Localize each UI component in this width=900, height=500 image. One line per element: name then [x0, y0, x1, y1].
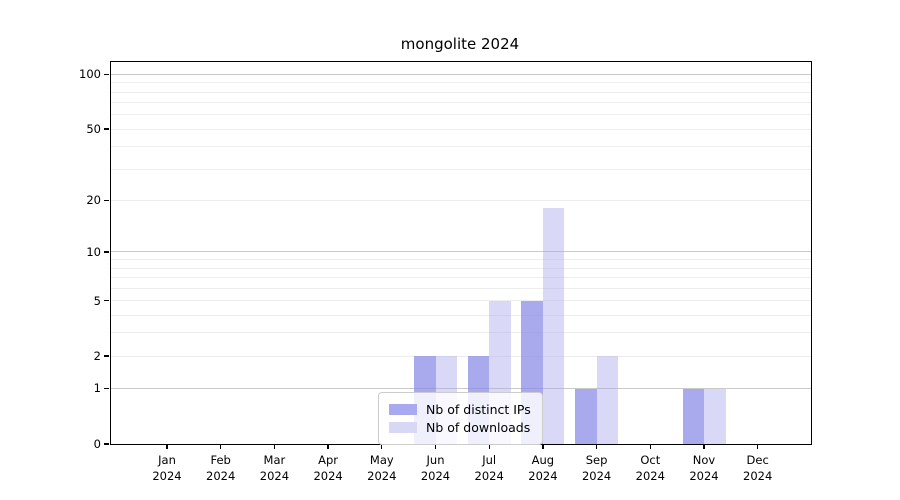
- legend-swatch-downloads: [389, 422, 417, 433]
- x-tick-mark: [273, 444, 276, 449]
- plot-area: 0 1 2 5 10 20 50 100 Jan 2024 Feb 2024 Mar 2024 Ap…: [79, 61, 812, 483]
- x-tick-mark: [595, 444, 598, 449]
- y-tick-mark: [104, 443, 109, 445]
- minor-gridline: [111, 91, 811, 93]
- bar-downloads: [704, 388, 726, 444]
- x-tick-label: Dec 2024: [743, 453, 773, 483]
- x-tick-mark: [542, 444, 544, 449]
- y-tick-label: 100: [79, 67, 101, 82]
- major-gridline: [111, 73, 811, 75]
- x-tick-label: Feb 2024: [206, 453, 236, 483]
- bar-downloads: [596, 356, 619, 444]
- y-tick-label: 10: [86, 244, 101, 259]
- x-tick-label: Jul 2024: [474, 453, 504, 483]
- bar-distinct-ips: [575, 388, 597, 444]
- minor-gridline: [111, 300, 811, 302]
- x-tick-label: Jun 2024: [420, 453, 451, 483]
- y-tick-mark: [104, 299, 109, 302]
- y-tick-label: 2: [93, 349, 101, 364]
- y-tick-label: 50: [86, 122, 101, 137]
- x-tick-label: Oct 2024: [635, 453, 665, 483]
- x-tick-label: Jan 2024: [152, 453, 182, 483]
- y-tick-mark: [104, 387, 109, 390]
- minor-gridline: [111, 314, 811, 316]
- x-tick-mark: [703, 444, 705, 449]
- legend-swatch-distinct-ips: [389, 404, 417, 415]
- minor-gridline: [111, 332, 811, 334]
- minor-gridline: [111, 128, 811, 130]
- minor-gridline: [111, 82, 811, 84]
- minor-gridline: [111, 114, 811, 116]
- x-tick-mark: [166, 444, 168, 449]
- y-tick-mark: [104, 73, 109, 76]
- x-tick-mark: [649, 444, 651, 449]
- x-tick-mark: [327, 444, 329, 449]
- minor-gridline: [111, 199, 811, 201]
- y-tick-label: 5: [93, 293, 101, 308]
- y-tick-mark: [104, 199, 109, 201]
- minor-gridline: [111, 355, 811, 357]
- y-tick-mark: [104, 251, 109, 253]
- x-tick-label: Mar 2024: [259, 453, 290, 483]
- legend-label-distinct-ips: Nb of distinct IPs: [426, 402, 531, 417]
- x-tick-mark: [488, 444, 490, 449]
- x-tick-mark: [381, 444, 383, 449]
- x-tick-mark: [220, 444, 222, 449]
- major-gridline: [111, 251, 811, 253]
- bar-downloads: [542, 208, 565, 444]
- minor-gridline: [111, 287, 811, 289]
- y-tick-label: 1: [93, 381, 101, 396]
- x-tick-label: Nov 2024: [689, 453, 719, 483]
- legend-row-downloads: Nb of downloads: [389, 419, 531, 436]
- legend: Nb of distinct IPs Nb of downloads: [378, 392, 543, 445]
- y-tick-label: 0: [93, 437, 101, 451]
- x-tick-label: May 2024: [367, 453, 397, 483]
- minor-gridline: [111, 102, 811, 104]
- y-tick-mark: [104, 355, 109, 357]
- minor-gridline: [111, 267, 811, 269]
- minor-gridline: [111, 276, 811, 278]
- legend-row-distinct-ips: Nb of distinct IPs: [389, 401, 531, 418]
- y-tick-label: 20: [86, 193, 101, 208]
- legend-label-downloads: Nb of downloads: [426, 420, 531, 435]
- minor-gridline: [111, 168, 811, 170]
- x-tick-label: Apr 2024: [313, 453, 343, 483]
- y-tick-mark: [104, 128, 109, 130]
- minor-gridline: [111, 259, 811, 261]
- x-tick-label: Sep 2024: [581, 453, 612, 483]
- chart-title: mongolite 2024: [400, 35, 520, 53]
- x-tick-mark: [757, 444, 759, 449]
- major-gridline: [111, 387, 811, 389]
- x-tick-label: Aug 2024: [528, 453, 558, 483]
- x-tick-mark: [434, 444, 437, 449]
- bar-distinct-ips: [682, 388, 704, 444]
- minor-gridline: [111, 146, 811, 148]
